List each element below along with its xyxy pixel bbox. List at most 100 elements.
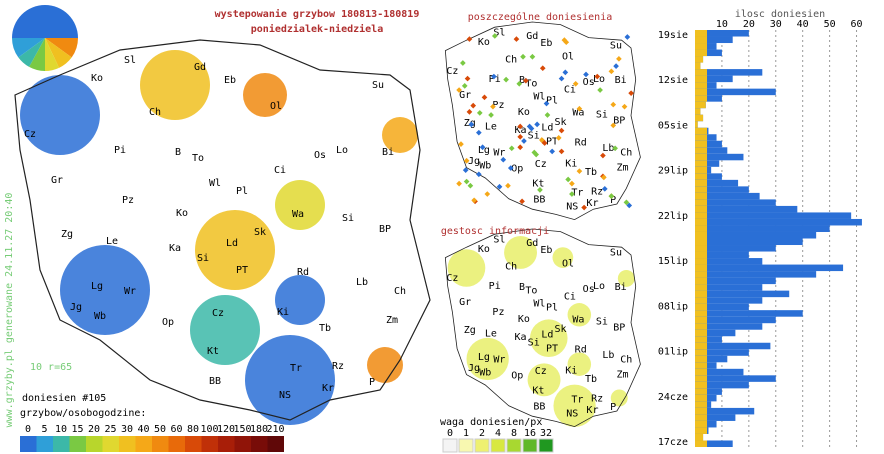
bar bbox=[695, 342, 771, 350]
city-label: Lg bbox=[478, 352, 490, 363]
report-dot bbox=[529, 53, 536, 60]
legend-label: 30 bbox=[121, 424, 133, 435]
report-dot bbox=[600, 152, 606, 159]
legend-label: 120 bbox=[217, 424, 235, 435]
legend-label: 20 bbox=[88, 424, 100, 435]
city-label: Lo bbox=[593, 74, 605, 85]
city-label: PT bbox=[546, 344, 558, 355]
blob bbox=[367, 347, 403, 383]
city-label: Sl bbox=[493, 234, 505, 245]
blob bbox=[567, 352, 592, 376]
city-label: Rz bbox=[591, 187, 603, 198]
city-label: Ol bbox=[270, 101, 282, 112]
bar bbox=[695, 407, 755, 415]
report-dot bbox=[563, 39, 570, 46]
city-label: NS bbox=[279, 390, 291, 401]
city-label: Pl bbox=[546, 96, 558, 107]
report-dot bbox=[476, 110, 483, 116]
city-label: Sl bbox=[124, 55, 136, 66]
report-dot bbox=[534, 121, 540, 128]
bar-head bbox=[695, 368, 707, 376]
legend-swatch bbox=[135, 436, 152, 452]
report-dot bbox=[521, 138, 527, 144]
city-label: Wb bbox=[479, 161, 491, 172]
city-label: Rz bbox=[332, 361, 344, 372]
legend-swatch bbox=[201, 436, 218, 452]
report-dot bbox=[520, 53, 526, 60]
side-note: www.grzyby.pl generowane 24.11.27 20:40 bbox=[4, 193, 15, 428]
blob bbox=[140, 50, 210, 120]
city-label: Ci bbox=[564, 85, 576, 96]
bar bbox=[695, 225, 830, 232]
legend-swatch bbox=[36, 436, 53, 452]
report-dot bbox=[476, 171, 482, 178]
bar-head bbox=[695, 264, 707, 272]
city-label: Kt bbox=[207, 346, 219, 357]
city-label: Pz bbox=[492, 307, 504, 318]
date-label: 05sie bbox=[658, 120, 688, 131]
city-label: Wa bbox=[572, 107, 584, 118]
city-label: Su bbox=[610, 40, 622, 51]
city-label: Ki bbox=[277, 307, 289, 318]
blob bbox=[553, 384, 596, 427]
report-dot bbox=[461, 83, 468, 89]
x-tick-label: 40 bbox=[797, 19, 809, 30]
bar-head bbox=[695, 381, 707, 389]
bar bbox=[695, 30, 749, 37]
bar bbox=[695, 192, 760, 200]
city-label: Jg bbox=[468, 363, 480, 374]
report-dot bbox=[576, 168, 583, 174]
city-label: Zg bbox=[61, 229, 73, 240]
city-label: Rd bbox=[575, 138, 587, 149]
city-label: P bbox=[610, 195, 616, 206]
blob bbox=[275, 275, 325, 325]
logo-slice bbox=[12, 5, 78, 38]
bar-head bbox=[695, 388, 707, 395]
city-label: Zm bbox=[617, 370, 629, 381]
report-dot bbox=[505, 182, 511, 189]
city-label: Ko bbox=[518, 107, 530, 118]
report-dot bbox=[508, 145, 515, 152]
city-label: Kr bbox=[322, 383, 334, 394]
legend-swatch bbox=[119, 436, 136, 452]
bar-head bbox=[695, 56, 704, 63]
title: wystepowanie grzybow 180813-180819 bbox=[215, 8, 420, 20]
bar-head bbox=[695, 277, 707, 285]
bar-head bbox=[695, 108, 701, 115]
bar bbox=[695, 140, 722, 148]
city-label: Wr bbox=[493, 148, 505, 159]
city-label: Pl bbox=[236, 186, 248, 197]
report-dot bbox=[466, 36, 473, 42]
city-label: Lg bbox=[91, 281, 103, 292]
report-dot bbox=[558, 75, 565, 82]
blob bbox=[382, 117, 418, 153]
legend-label: 180 bbox=[250, 424, 268, 435]
city-label: NS bbox=[566, 409, 578, 420]
bar-head bbox=[695, 231, 707, 239]
report-dot bbox=[496, 183, 503, 190]
city-label: Ko bbox=[478, 37, 490, 48]
weight-swatch bbox=[458, 438, 474, 453]
x-tick-label: 60 bbox=[851, 19, 863, 30]
legend-label: 15 bbox=[71, 424, 83, 435]
bar bbox=[695, 323, 763, 330]
city-label: Cz bbox=[446, 66, 458, 77]
x-tick-label: 30 bbox=[770, 19, 782, 30]
report-dot bbox=[466, 109, 473, 115]
city-label: Wl bbox=[533, 91, 545, 102]
legend-label: 80 bbox=[187, 424, 199, 435]
city-label: Ka bbox=[169, 243, 181, 254]
blob bbox=[190, 295, 260, 365]
report-dot bbox=[517, 123, 524, 130]
bar-head bbox=[695, 323, 707, 330]
city-label: B bbox=[175, 147, 181, 158]
report-dot bbox=[456, 87, 462, 93]
bar bbox=[695, 440, 733, 447]
legend-label: 40 bbox=[137, 424, 149, 435]
city-label: BP bbox=[379, 224, 391, 235]
bar bbox=[695, 290, 790, 298]
report-dot bbox=[481, 94, 488, 101]
bar-head bbox=[695, 36, 707, 44]
report-dot bbox=[519, 198, 525, 205]
